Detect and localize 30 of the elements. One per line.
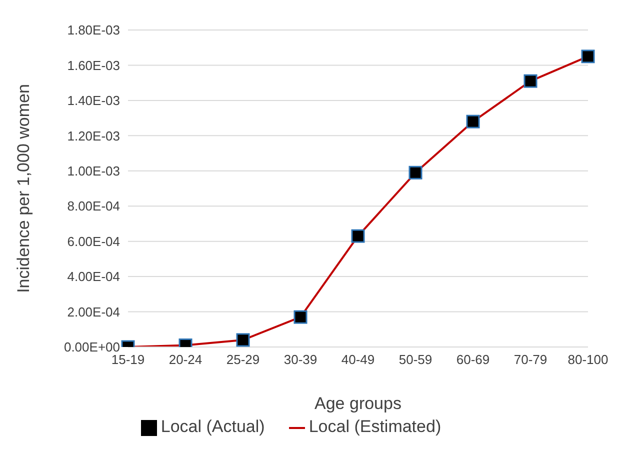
y-tick-label: 6.00E-04 — [67, 234, 120, 249]
y-tick-label: 1.80E-03 — [67, 22, 120, 38]
x-axis-title: Age groups — [314, 394, 402, 413]
y-tick-label: 1.40E-03 — [67, 93, 120, 108]
x-tick-label: 50-59 — [398, 352, 432, 368]
legend-label: Local (Estimated) — [308, 417, 442, 436]
legend-label: Local (Actual) — [160, 417, 265, 436]
point — [236, 333, 250, 347]
y-tick-label: 1.00E-03 — [67, 164, 120, 179]
x-tick-label: 60-69 — [456, 352, 490, 368]
point — [408, 166, 422, 180]
x-tick-label: 80-100 — [568, 352, 608, 368]
y-tick-label: 0.00E+00 — [64, 340, 120, 355]
point — [466, 114, 480, 128]
x-tick-label: 40-49 — [341, 352, 375, 368]
x-tick-label: 70-79 — [514, 352, 548, 368]
x-tick-label: 30-39 — [284, 352, 318, 368]
point — [294, 310, 308, 324]
x-tick-label: 20-24 — [168, 352, 202, 368]
y-tick-label: 4.00E-04 — [67, 269, 120, 284]
y-tick-label: 2.00E-04 — [67, 304, 120, 320]
point — [524, 74, 538, 88]
x-tick-label: 15-19 — [111, 352, 145, 368]
y-axis-title: Incidence per 1,000 women — [14, 84, 34, 293]
y-tick-label: 8.00E-04 — [67, 198, 120, 214]
point — [351, 229, 365, 243]
y-tick-label: 1.60E-03 — [67, 58, 120, 73]
point — [581, 50, 595, 64]
x-tick-label: 25-29 — [226, 352, 260, 368]
y-tick-label: 1.20E-03 — [67, 128, 120, 144]
